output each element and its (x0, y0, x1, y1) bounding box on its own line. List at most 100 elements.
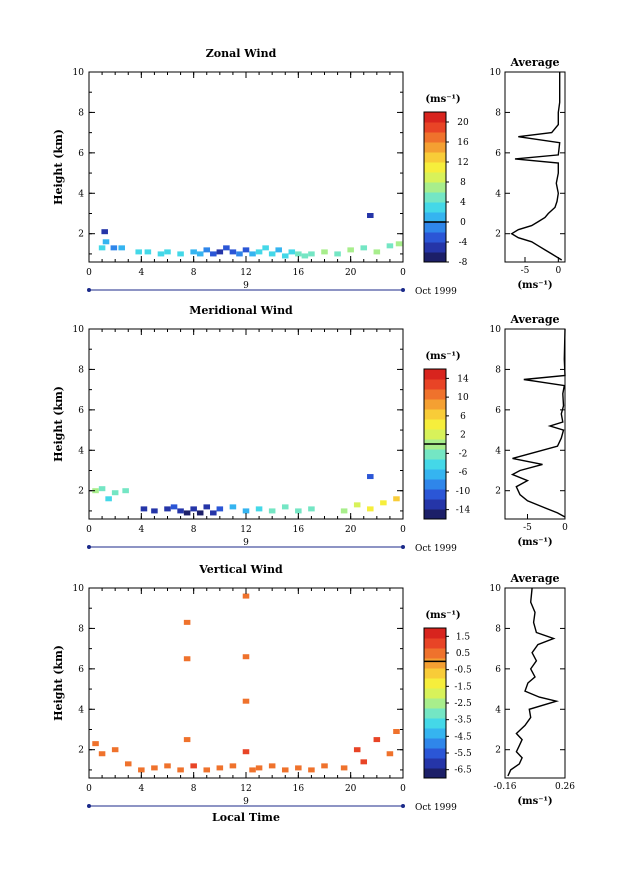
heatmap-cell (124, 761, 132, 767)
heatmap-cell (196, 251, 204, 257)
y-tick-label: 4 (78, 446, 84, 456)
heatmap-cell (367, 213, 374, 219)
heatmap-cell (223, 245, 230, 251)
heatmap-cell (229, 249, 237, 255)
heatmap-cell (203, 247, 211, 253)
average-y-tick-label: 10 (490, 325, 502, 335)
heatmap-cell (295, 508, 302, 514)
average-profile-line (510, 328, 566, 518)
colorbar-segment (424, 242, 446, 253)
y-tick-label: 8 (78, 624, 84, 634)
heatmap-cell (268, 763, 276, 769)
x-tick-label: 20 (345, 525, 357, 535)
colorbar-frame (423, 111, 447, 263)
colorbar-tick-label: -5.5 (454, 749, 472, 759)
average-x-tick-label: 0 (562, 523, 568, 533)
average-y-tick-label: 6 (495, 665, 501, 675)
heatmap-cell (229, 763, 237, 769)
colorbar-tick-label: 14 (457, 374, 469, 384)
average-profile-line (510, 72, 563, 261)
average-y-tick-label: 2 (495, 746, 501, 756)
heatmap-cell (190, 249, 197, 255)
colorbar-segment (424, 389, 446, 400)
heatmap-cell (102, 239, 110, 245)
heatmap-cell (110, 245, 118, 251)
y-tick-label: 4 (78, 189, 84, 199)
plot-frame (88, 71, 404, 263)
colorbar-segment (424, 232, 446, 243)
heatmap-cell (367, 474, 374, 480)
heatmap-cell (268, 251, 276, 257)
colorbar-segment (424, 419, 446, 430)
heatmap-cell (183, 737, 191, 743)
x-tick-label: 4 (138, 525, 144, 535)
heatmap-cell (308, 767, 315, 773)
colorbar-tick-label: -0.5 (454, 666, 472, 676)
x-tick-label: 8 (191, 784, 197, 794)
heatmap-cell (249, 767, 256, 773)
heatmap-cell (164, 763, 171, 769)
heatmap-cell (242, 593, 250, 599)
y-axis-title: Height (km) (52, 645, 65, 721)
heatmap-cell (242, 508, 250, 514)
colorbar-segment (424, 748, 446, 759)
panel-title: Meridional Wind (189, 304, 293, 317)
colorbar-tick-label: -1.5 (454, 682, 472, 692)
heatmap-cell (249, 251, 256, 257)
heatmap-cell (321, 249, 328, 255)
heatmap-cell (101, 229, 108, 235)
heatmap-cell (288, 249, 296, 255)
colorbar-tick-label: 10 (457, 393, 469, 403)
colorbar-tick-label: -14 (456, 506, 471, 516)
heatmap-cell (111, 747, 119, 753)
colorbar-tick-label: -6.5 (454, 766, 472, 776)
heatmap-cell (135, 249, 142, 255)
heatmap-cell (164, 506, 171, 512)
colorbar-segment (424, 499, 446, 510)
colorbar-tick-label: 16 (457, 138, 469, 148)
average-frame (504, 71, 566, 263)
colorbar-segment (424, 678, 446, 689)
y-axis-title: Height (km) (52, 386, 65, 462)
month-label: Oct 1999 (415, 287, 457, 297)
colorbar-segment (424, 369, 446, 380)
average-y-tick-label: 6 (495, 406, 501, 416)
heatmap-cell (151, 508, 158, 514)
average-y-tick-label: 8 (495, 624, 501, 634)
average-profile-line (507, 587, 560, 777)
heatmap-cell (118, 245, 125, 251)
colorbar-segment (424, 252, 446, 263)
average-title: Average (509, 572, 559, 585)
day-end-marker (401, 288, 405, 292)
x-tick-label: 12 (240, 784, 251, 794)
heatmap-cell (242, 247, 250, 253)
colorbar-segment (424, 688, 446, 699)
colorbar-segment (424, 222, 446, 233)
x-tick-label: 20 (345, 784, 357, 794)
y-tick-label: 8 (78, 365, 84, 375)
heatmap-cell (308, 251, 315, 257)
colorbar-tick-label: 20 (457, 118, 469, 128)
average-title: Average (509, 313, 559, 326)
colorbar-segment (424, 449, 446, 460)
x-tick-label: 16 (293, 784, 305, 794)
y-tick-label: 2 (78, 746, 84, 756)
colorbar-segment (424, 648, 446, 659)
heatmap-cell (196, 510, 204, 516)
average-y-tick-label: 10 (490, 584, 502, 594)
panel-title: Vertical Wind (198, 563, 283, 576)
colorbar-segment (424, 638, 446, 649)
day-number: 9 (243, 538, 249, 548)
heatmap-cell (340, 765, 348, 771)
day-end-marker (401, 804, 405, 808)
colorbar-tick-label: -3.5 (454, 716, 472, 726)
heatmap-cell (111, 490, 119, 496)
heatmap-cell (334, 251, 341, 257)
colorbar-segment (424, 718, 446, 729)
x-tick-label: 4 (138, 784, 144, 794)
colorbar-tick-label: 8 (460, 178, 466, 188)
colorbar-segment (424, 192, 446, 203)
y-axis-title: Height (km) (52, 129, 65, 205)
